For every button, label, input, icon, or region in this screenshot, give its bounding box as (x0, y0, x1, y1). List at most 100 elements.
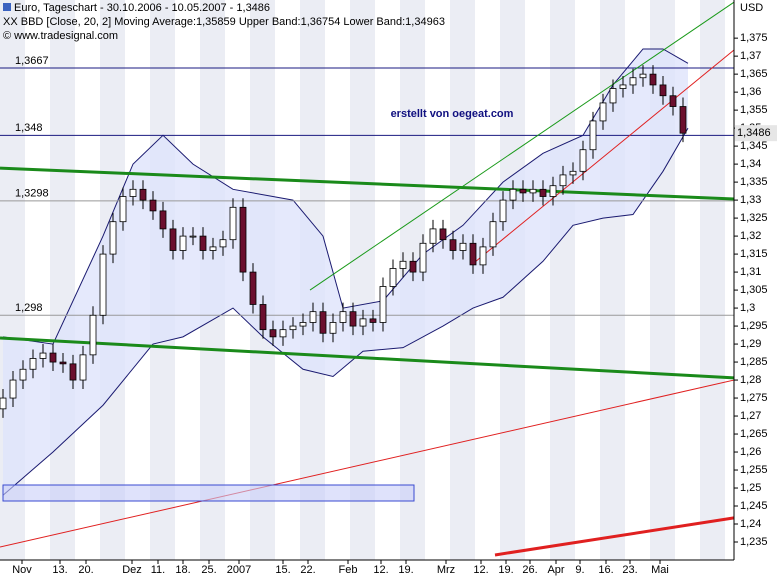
y-tick-label: 1,34 (740, 158, 761, 170)
x-tick-label: 25. (201, 564, 216, 576)
y-tick-label: 1,33 (740, 194, 761, 206)
y-tick-label: 1,235 (740, 536, 768, 548)
candle-body (449, 239, 457, 251)
last-price-label: 1,3486 (737, 127, 771, 139)
candle-body (89, 314, 97, 356)
y-tick-label: 1,325 (740, 212, 768, 224)
y-tick-label: 1,345 (740, 140, 768, 152)
candle-body (329, 322, 337, 334)
candle-body (259, 304, 267, 331)
source: © www.tradesignal.com (3, 30, 118, 42)
trend-line (309, 1, 735, 291)
x-tick-label: 22. (300, 564, 315, 576)
y-tick-label: 1,3 (740, 302, 755, 314)
candle-body (79, 354, 87, 381)
candle-body (469, 242, 477, 266)
candle-body (479, 246, 487, 266)
candle-body (569, 170, 577, 176)
plot-area: 1,3667 1,348 1,3298 1,298 (0, 0, 735, 560)
candle-body (179, 235, 187, 251)
candle-body (0, 397, 7, 410)
x-tick-label: Feb (339, 564, 358, 576)
candle-body (579, 149, 587, 172)
candle-body (669, 95, 677, 107)
y-tick-label: 1,245 (740, 500, 768, 512)
y-tick-label: 1,31 (740, 266, 761, 278)
x-tick-label: 11. (151, 564, 165, 576)
candle-body (629, 77, 637, 86)
level-label: 1,348 (15, 122, 43, 134)
y-tick-label: 1,37 (740, 50, 761, 62)
candle-body (199, 235, 207, 251)
stripe (550, 0, 575, 560)
stripe (350, 0, 375, 560)
y-tick-label: 1,315 (740, 248, 768, 260)
candle-body (639, 73, 647, 79)
candle-body (119, 196, 127, 223)
candle-body (279, 329, 287, 338)
annotation: erstellt von oegeat.com (391, 108, 514, 120)
candle-body (69, 363, 77, 381)
candle-body (509, 188, 517, 201)
candle-body (419, 242, 427, 273)
candle-body (649, 73, 657, 86)
candle-body (19, 368, 27, 381)
candle-body (489, 221, 497, 248)
y-tick-label: 1,355 (740, 104, 768, 116)
x-tick-label: Mai (651, 564, 669, 576)
candle-body (659, 84, 667, 97)
candle-body (169, 228, 177, 251)
x-tick-label: 13. (52, 564, 67, 576)
candle-body (39, 352, 47, 359)
trend-line (474, 49, 735, 263)
level-label: 1,3298 (15, 188, 49, 200)
candle-body (229, 206, 237, 241)
x-tick-label: 16. (598, 564, 613, 576)
candle-body (269, 329, 277, 338)
x-tick-label: 2007 (227, 564, 251, 576)
candle-body (299, 322, 307, 327)
y-tick-label: 1,36 (740, 86, 761, 98)
candle-body (599, 102, 607, 122)
y-tick-label: 1,305 (740, 284, 768, 296)
x-tick-label: 20. (78, 564, 93, 576)
candle-body (9, 379, 17, 399)
trend-line (0, 379, 735, 548)
candle-body (99, 253, 107, 316)
trend-line (0, 166, 735, 201)
candle-body (559, 174, 567, 187)
x-tick-label: 12. (473, 564, 488, 576)
y-axis-label: USD (740, 2, 763, 14)
band-line (2, 127, 689, 496)
trend-line (494, 516, 735, 557)
stripe (700, 0, 725, 560)
candle-body (619, 84, 627, 89)
x-tick-label: 26. (522, 564, 537, 576)
candle-body (679, 106, 687, 134)
y-tick-label: 1,32 (740, 230, 761, 242)
candle-body (539, 188, 547, 197)
candle-body (549, 185, 557, 197)
candle-body (409, 260, 417, 273)
y-tick-label: 1,285 (740, 356, 768, 368)
candle-body (349, 311, 357, 327)
candle-body (589, 120, 597, 151)
candle-body (49, 352, 57, 363)
x-tick-label: Mrz (437, 564, 455, 576)
x-tick-label: 15. (275, 564, 290, 576)
candle-body (129, 188, 137, 197)
candle-body (529, 188, 537, 194)
y-tick-label: 1,26 (740, 446, 761, 458)
x-tick-label: Dez (122, 564, 142, 576)
band-line (2, 48, 689, 345)
y-tick-label: 1,27 (740, 410, 761, 422)
x-tick-label: 23. (622, 564, 637, 576)
x-tick-label: 19. (498, 564, 513, 576)
candle-body (339, 311, 347, 323)
candle-body (369, 318, 377, 323)
y-tick-label: 1,365 (740, 68, 768, 80)
level-label: 1,3667 (15, 55, 49, 67)
candle-body (519, 188, 527, 194)
y-tick-label: 1,335 (740, 176, 768, 188)
